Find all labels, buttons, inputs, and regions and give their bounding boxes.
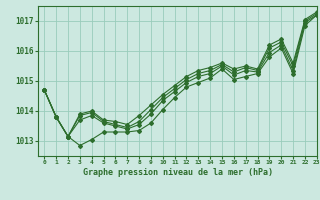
X-axis label: Graphe pression niveau de la mer (hPa): Graphe pression niveau de la mer (hPa) [83,168,273,177]
